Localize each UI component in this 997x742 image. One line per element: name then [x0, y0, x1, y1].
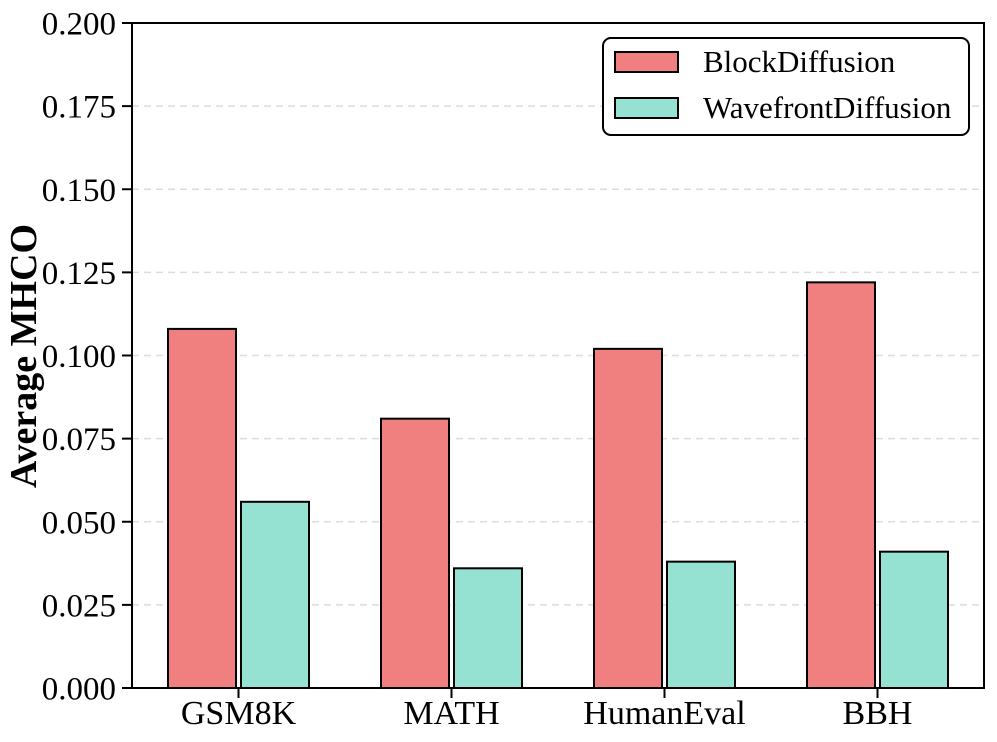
legend-label-wavefrontdiffusion: WavefrontDiffusion — [703, 90, 952, 125]
bars — [167, 281, 949, 690]
y-tick-label: 0.025 — [42, 588, 116, 624]
y-tick-label: 0.100 — [42, 339, 116, 375]
axis-tick-labels: 0.000 0.025 0.050 0.075 0.100 0.125 0.150 0.175… — [42, 7, 913, 733]
y-tick-label: 0.050 — [42, 505, 116, 541]
y-tick-label: 0.200 — [42, 7, 116, 43]
legend-label-blockdiffusion: BlockDiffusion — [703, 44, 896, 79]
bar-wavefrontdiffusion-math — [453, 567, 523, 689]
bar-blockdiffusion-humaneval — [593, 347, 663, 689]
bar-blockdiffusion-bbh — [806, 281, 876, 689]
y-tick-label: 0.075 — [42, 422, 116, 458]
bar-wavefrontdiffusion-humaneval — [666, 560, 736, 690]
x-tick-label: BBH — [843, 695, 913, 732]
y-axis-title: Average MHCO — [3, 224, 45, 488]
bar-blockdiffusion-math — [380, 417, 450, 689]
y-tick-label: 0.000 — [42, 672, 116, 708]
legend: BlockDiffusion WavefrontDiffusion — [602, 37, 970, 136]
legend-swatch-wavefrontdiffusion — [614, 97, 679, 119]
x-tick-label: HumanEval — [583, 695, 745, 732]
legend-box — [602, 37, 970, 136]
plot-border — [131, 22, 985, 689]
y-tick-label: 0.150 — [42, 173, 116, 209]
x-tick-label: GSM8K — [181, 695, 297, 732]
bar-wavefrontdiffusion-gsm8k — [240, 500, 310, 689]
legend-swatch-blockdiffusion — [614, 51, 679, 73]
x-tick-label: MATH — [403, 695, 499, 732]
axis-ticks — [122, 22, 879, 698]
y-tick-label: 0.175 — [42, 90, 116, 126]
bar-blockdiffusion-gsm8k — [167, 327, 237, 689]
bar-wavefrontdiffusion-bbh — [879, 550, 949, 689]
y-tick-label: 0.125 — [42, 256, 116, 292]
